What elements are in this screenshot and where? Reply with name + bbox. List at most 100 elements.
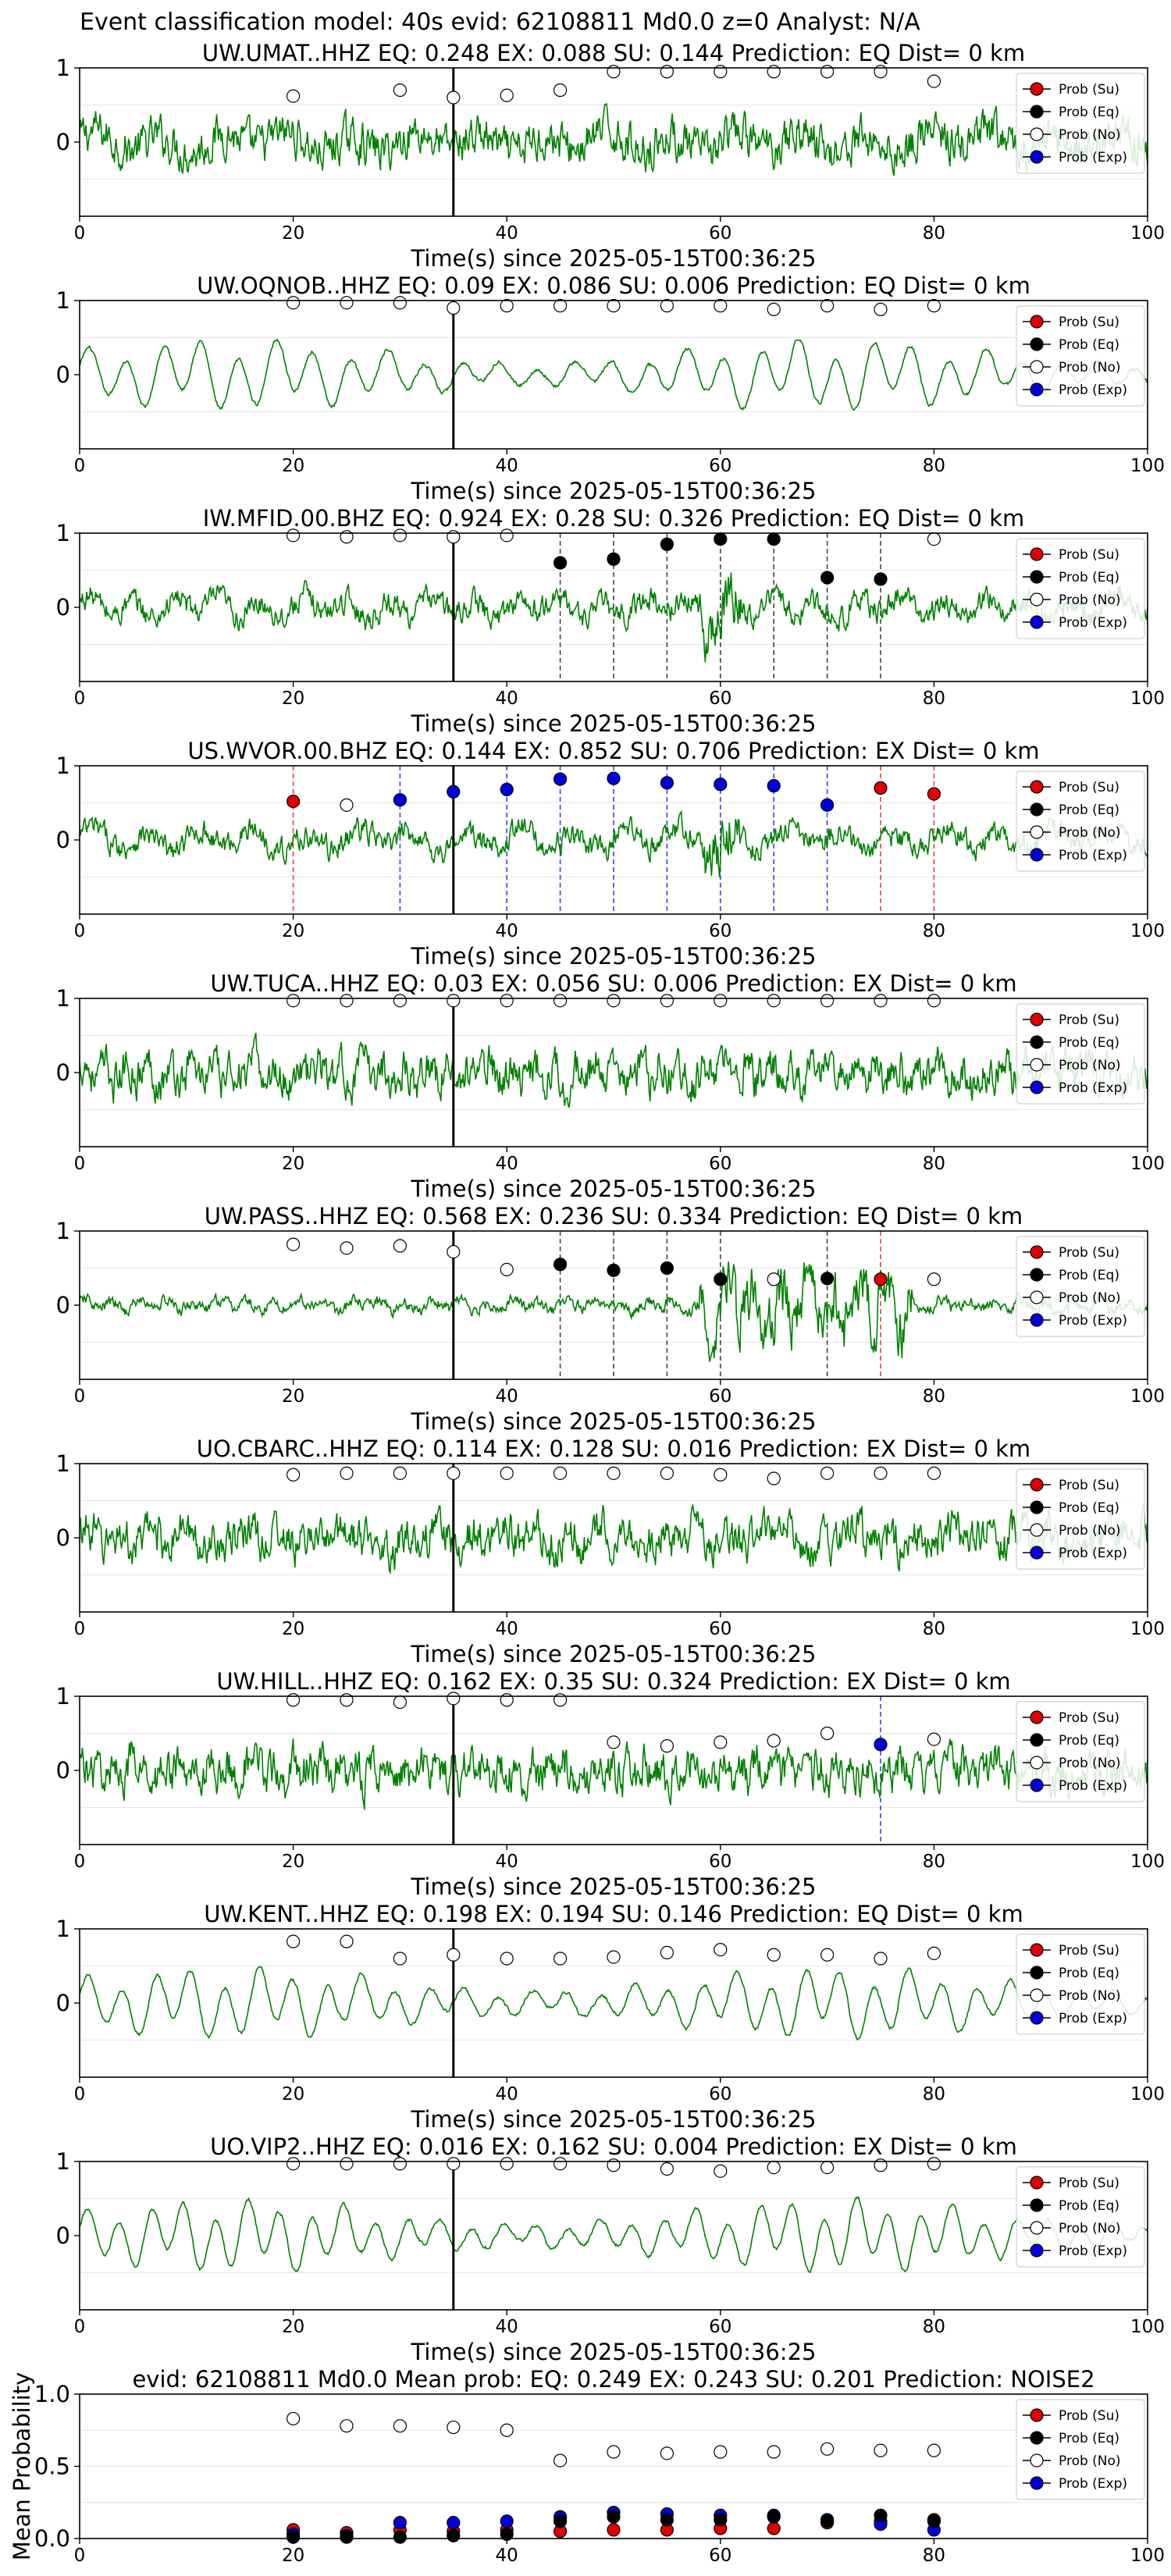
legend-label: Prob (Eq) <box>1059 1733 1119 1749</box>
legend-marker-exp <box>1030 1313 1044 1327</box>
prob-marker-no <box>767 1272 781 1286</box>
mean-marker-eq <box>874 2508 888 2522</box>
legend-marker-eq <box>1030 1733 1044 1747</box>
x-tick-label: 20 <box>282 1386 304 1407</box>
prob-marker-no <box>393 1695 408 1710</box>
y-tick-label: 1 <box>56 985 70 1012</box>
prob-marker-no <box>500 528 514 543</box>
mean-marker-exp <box>393 2516 408 2530</box>
prob-marker-no <box>447 994 461 1008</box>
x-tick-label: 20 <box>282 1154 304 1174</box>
legend-label: Prob (No) <box>1059 1523 1121 1539</box>
x-tick-label: 60 <box>709 223 731 244</box>
prob-marker-no <box>287 1934 301 1948</box>
legend-label: Prob (Exp) <box>1059 2011 1127 2026</box>
panel-title: evid: 62108811 Md0.0 Mean prob: EQ: 0.24… <box>132 2366 1094 2393</box>
prob-marker-exp <box>553 772 568 786</box>
prob-marker-exp <box>660 776 674 790</box>
panel-title: UW.UMAT..HHZ EQ: 0.248 EX: 0.088 SU: 0.1… <box>202 40 1025 66</box>
mean-marker-exp <box>500 2514 514 2528</box>
x-axis-label: Time(s) since 2025-05-15T00:36:25 <box>411 2106 817 2133</box>
panel-5: UW.TUCA..HHZ EQ: 0.03 EX: 0.056 SU: 0.00… <box>56 970 1165 1202</box>
prob-marker-no <box>340 1934 354 1948</box>
legend-label: Prob (Su) <box>1059 780 1119 795</box>
x-tick-label: 80 <box>923 2546 945 2566</box>
prob-marker-no <box>553 1466 568 1480</box>
x-tick-label: 40 <box>496 1154 518 1174</box>
legend-marker-no <box>1030 1058 1044 1072</box>
prob-marker-no <box>874 302 888 316</box>
prob-marker-no <box>874 2158 888 2172</box>
prob-marker-eq <box>714 1272 728 1286</box>
x-tick-label: 40 <box>496 1386 518 1407</box>
legend-marker-su <box>1030 547 1044 561</box>
prob-marker-su <box>874 1272 888 1286</box>
legend-marker-su <box>1030 1710 1044 1724</box>
prob-marker-no <box>660 65 674 79</box>
legend-marker-no <box>1030 592 1044 607</box>
y-tick-label: 1 <box>56 2148 70 2175</box>
mean-marker-no <box>500 2423 514 2437</box>
mean-marker-no <box>340 2419 354 2433</box>
x-tick-label: 80 <box>923 1619 945 1639</box>
y-tick-label: 0 <box>56 1757 70 1784</box>
legend-marker-eq <box>1030 1035 1044 1049</box>
prob-marker-no <box>714 994 728 1008</box>
prob-marker-no <box>287 994 301 1008</box>
legend-marker-no <box>1030 825 1044 839</box>
panel-7: UO.CBARC..HHZ EQ: 0.114 EX: 0.128 SU: 0.… <box>56 1436 1165 1667</box>
prob-marker-no <box>340 798 354 812</box>
legend-box <box>1016 770 1145 872</box>
mean-marker-eq <box>767 2510 781 2524</box>
x-tick-label: 100 <box>1130 1852 1165 1872</box>
legend-label: Prob (Eq) <box>1059 2431 1119 2446</box>
prob-marker-no <box>287 1468 301 1482</box>
x-tick-label: 20 <box>282 1619 304 1639</box>
prob-marker-no <box>607 1735 621 1749</box>
legend-label: Prob (Su) <box>1059 2176 1119 2191</box>
prob-marker-no <box>714 299 728 313</box>
mean-marker-no <box>714 2445 728 2459</box>
prob-marker-exp <box>607 771 621 785</box>
x-axis-label: Time(s) since 2025-05-15T00:36:25 <box>411 2339 817 2365</box>
prob-marker-no <box>553 2157 568 2171</box>
legend-marker-su <box>1030 1478 1044 1492</box>
prob-marker-eq <box>607 552 621 566</box>
axes-frame <box>79 2161 1148 2311</box>
x-tick-label: 80 <box>923 921 945 941</box>
legend-label: Prob (Su) <box>1059 547 1119 563</box>
x-tick-label: 100 <box>1130 2546 1165 2566</box>
legend-label: Prob (No) <box>1059 360 1121 375</box>
prob-marker-no <box>660 2161 674 2176</box>
legend-label: Prob (Eq) <box>1059 2198 1119 2214</box>
panels: UW.UMAT..HHZ EQ: 0.248 EX: 0.088 SU: 0.1… <box>9 40 1165 2566</box>
x-tick-label: 80 <box>923 1386 945 1407</box>
prob-marker-no <box>820 1948 835 1962</box>
prob-marker-no <box>447 2157 461 2171</box>
x-tick-label: 100 <box>1130 456 1165 476</box>
x-tick-label: 100 <box>1130 1619 1165 1639</box>
waveform-trace <box>80 809 1148 877</box>
prob-marker-no <box>500 2157 514 2171</box>
x-tick-label: 40 <box>496 1619 518 1639</box>
legend-marker-su <box>1030 1245 1044 1259</box>
prob-marker-no <box>927 1732 941 1746</box>
x-tick-label: 0 <box>74 921 86 941</box>
legend-box <box>1016 1236 1145 1337</box>
waveform-trace <box>80 1033 1148 1108</box>
prob-marker-no <box>927 532 941 546</box>
prob-marker-no <box>820 1466 835 1480</box>
prob-marker-eq <box>607 1263 621 1277</box>
legend-marker-su <box>1030 2408 1044 2422</box>
waveform-trace <box>80 572 1148 663</box>
legend-label: Prob (Exp) <box>1059 848 1127 863</box>
x-tick-label: 100 <box>1130 688 1165 709</box>
x-tick-label: 40 <box>496 1852 518 1872</box>
prob-marker-no <box>607 1466 621 1480</box>
legend-label: Prob (Eq) <box>1059 1268 1119 1283</box>
prob-marker-exp <box>500 782 514 797</box>
prob-marker-no <box>340 1241 354 1255</box>
legend-marker-eq <box>1030 2431 1044 2445</box>
x-tick-label: 20 <box>282 1852 304 1872</box>
x-tick-label: 60 <box>709 1852 731 1872</box>
